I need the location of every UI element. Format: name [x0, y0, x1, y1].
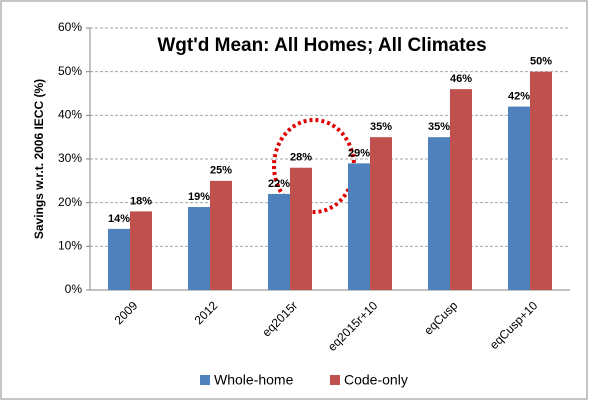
legend-label: Whole-home	[214, 372, 294, 388]
bar	[130, 211, 152, 290]
value-label: 19%	[188, 191, 210, 203]
value-label: 46%	[450, 73, 472, 85]
value-label: 28%	[290, 152, 312, 164]
value-label: 14%	[108, 213, 130, 225]
y-tick-label: 40%	[58, 108, 82, 122]
chart-title: Wgt'd Mean: All Homes; All Climates	[157, 35, 486, 56]
value-label: 18%	[130, 195, 152, 207]
bar	[108, 228, 130, 290]
bar	[428, 137, 450, 290]
y-tick-label: 30%	[58, 151, 82, 165]
bar	[370, 137, 392, 290]
value-label: 35%	[428, 121, 450, 133]
bar	[530, 71, 552, 291]
value-label: 22%	[268, 178, 290, 190]
y-tick-label: 50%	[58, 64, 82, 78]
y-tick-label: 10%	[58, 239, 82, 253]
value-label: 42%	[508, 91, 530, 103]
bar	[268, 193, 290, 290]
bar	[450, 89, 472, 290]
bar	[508, 106, 530, 290]
value-label: 50%	[530, 56, 552, 68]
legend-swatch	[200, 375, 210, 385]
y-tick-label: 0%	[65, 282, 83, 296]
y-tick-label: 60%	[58, 20, 82, 34]
bar	[290, 167, 312, 290]
bar	[348, 163, 370, 290]
value-label: 25%	[210, 165, 232, 177]
legend-swatch	[330, 375, 340, 385]
y-tick-label: 20%	[58, 195, 82, 209]
value-label: 29%	[348, 147, 370, 159]
bar	[188, 207, 210, 290]
legend-label: Code-only	[344, 372, 408, 388]
bar	[210, 180, 232, 290]
y-axis-label: Savings w.r.t. 2006 IECC (%)	[32, 79, 46, 239]
value-label: 35%	[370, 121, 392, 133]
